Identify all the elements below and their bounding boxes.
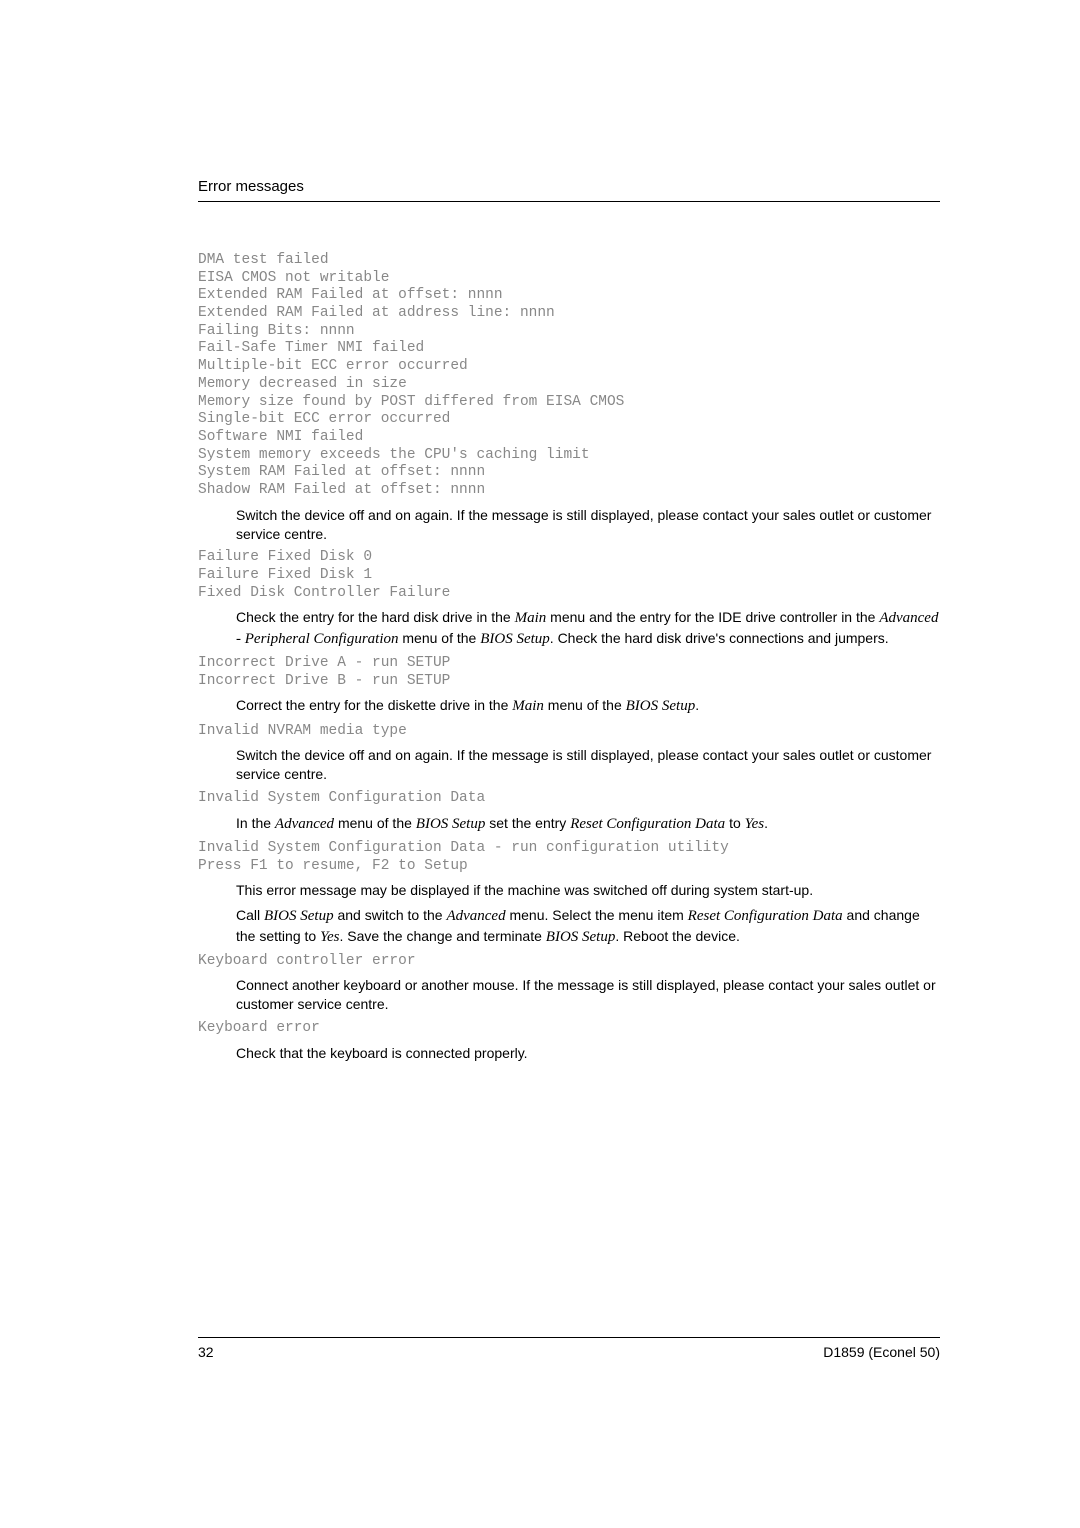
page-footer: 32 D1859 (Econel 50)	[198, 1337, 940, 1360]
text-segment: .	[764, 815, 768, 831]
code-block-5: Invalid System Configuration Data	[198, 790, 940, 808]
text-segment: set the entry	[485, 815, 570, 831]
code-block-2: Failure Fixed Disk 0 Failure Fixed Disk …	[198, 549, 940, 602]
text-segment: .	[695, 697, 699, 713]
text-segment: Correct the entry for the diskette drive…	[236, 697, 512, 713]
code-block-6: Invalid System Configuration Data - run …	[198, 840, 940, 875]
italic-term: Yes	[320, 929, 339, 945]
text-segment: menu. Select the menu item	[506, 907, 688, 923]
text-segment: In the	[236, 815, 275, 831]
explanation-para-6a: This error message may be displayed if t…	[198, 881, 940, 900]
italic-term: Advanced	[446, 908, 505, 924]
code-block-3: Incorrect Drive A - run SETUP Incorrect …	[198, 655, 940, 690]
italic-term: BIOS Setup	[416, 816, 486, 832]
document-id: D1859 (Econel 50)	[823, 1344, 940, 1360]
explanation-para-8: Check that the keyboard is connected pro…	[198, 1044, 940, 1063]
text-segment: to	[725, 815, 744, 831]
text-segment: . Reboot the device.	[615, 928, 740, 944]
code-block-4: Invalid NVRAM media type	[198, 723, 940, 741]
explanation-para-6b: Call BIOS Setup and switch to the Advanc…	[198, 906, 940, 947]
italic-term: Main	[515, 610, 547, 626]
text-segment: . Save the change and terminate	[340, 928, 546, 944]
text-segment: Call	[236, 907, 264, 923]
italic-term: BIOS Setup	[264, 908, 334, 924]
document-page: Error messages DMA test failed EISA CMOS…	[0, 0, 1080, 1063]
text-segment: and switch to the	[334, 907, 447, 923]
page-header-title: Error messages	[198, 178, 940, 202]
page-number: 32	[198, 1344, 214, 1360]
text-segment: Check the entry for the hard disk drive …	[236, 609, 515, 625]
text-segment: menu and the entry for the IDE drive con…	[546, 609, 879, 625]
italic-term: BIOS Setup	[546, 929, 616, 945]
explanation-para-2: Check the entry for the hard disk drive …	[198, 608, 940, 649]
explanation-para-7: Connect another keyboard or another mous…	[198, 976, 940, 1014]
explanation-para-4: Switch the device off and on again. If t…	[198, 746, 940, 784]
code-block-1: DMA test failed EISA CMOS not writable E…	[198, 252, 940, 500]
italic-term: Main	[512, 698, 544, 714]
italic-term: Advanced	[275, 816, 334, 832]
explanation-para-3: Correct the entry for the diskette drive…	[198, 696, 940, 716]
text-segment: . Check the hard disk drive's connection…	[550, 630, 889, 646]
text-segment: menu of the	[544, 697, 626, 713]
text-segment: menu of the	[399, 630, 481, 646]
explanation-para-1: Switch the device off and on again. If t…	[198, 506, 940, 544]
italic-term: BIOS Setup	[480, 631, 550, 647]
italic-term: Yes	[745, 816, 764, 832]
text-segment: menu of the	[334, 815, 416, 831]
italic-term: Reset Configuration Data	[570, 816, 725, 832]
code-block-8: Keyboard error	[198, 1020, 940, 1038]
italic-term: Reset Configuration Data	[688, 908, 843, 924]
explanation-para-5: In the Advanced menu of the BIOS Setup s…	[198, 814, 940, 834]
italic-term: BIOS Setup	[626, 698, 696, 714]
code-block-7: Keyboard controller error	[198, 953, 940, 971]
